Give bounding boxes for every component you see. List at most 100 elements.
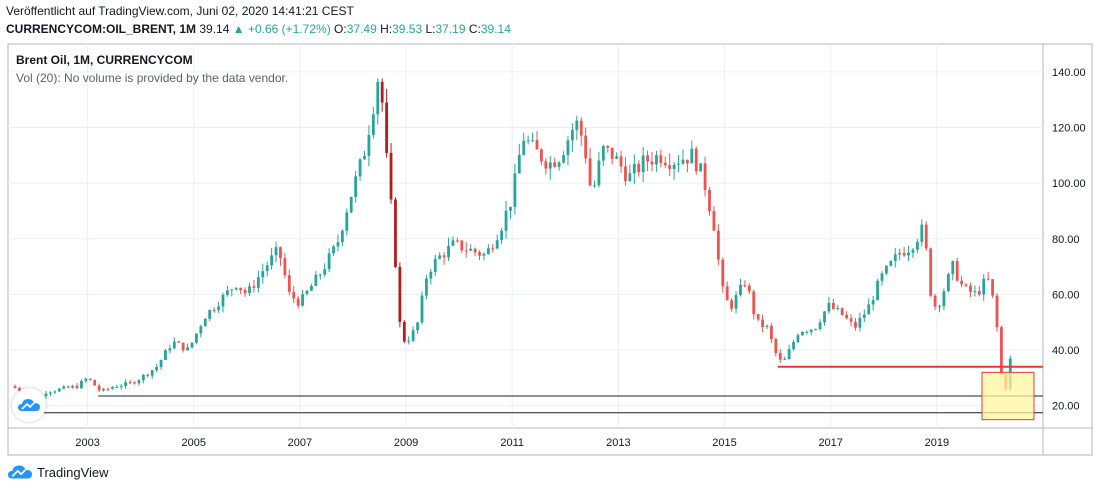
candle-body (438, 255, 442, 259)
candle-body (969, 285, 972, 292)
candle-body (637, 163, 641, 173)
open-value: 37.49 (346, 22, 377, 36)
x-tick-label: 2011 (500, 437, 524, 449)
candle-body (345, 212, 349, 231)
candle-body (137, 380, 141, 384)
candle-body (725, 286, 729, 301)
candle-body (685, 159, 689, 164)
candle-body (482, 253, 486, 256)
candle-body (380, 81, 384, 103)
candle-body (239, 287, 243, 290)
candle-body (699, 163, 703, 172)
y-tick-label: 20.00 (1052, 401, 1080, 413)
candle-body (902, 253, 906, 256)
candle-body (885, 265, 888, 274)
candle-body (761, 319, 764, 328)
tradingview-logo-icon (8, 465, 32, 479)
candle-body (186, 347, 189, 351)
x-tick-label: 2019 (925, 437, 949, 449)
y-tick-label: 40.00 (1052, 345, 1080, 357)
candle-body (513, 173, 517, 207)
candle-body (770, 325, 773, 340)
candle-body (703, 163, 707, 190)
candle-body (778, 352, 782, 360)
candle-body (606, 145, 610, 148)
candle-body (646, 155, 649, 162)
candle-body (318, 274, 322, 276)
candle-body (411, 330, 415, 341)
candle-body (221, 294, 225, 307)
candle-body (632, 163, 636, 174)
candle-body (199, 326, 203, 334)
candle-body (708, 189, 711, 212)
candle-body (310, 285, 313, 291)
x-tick-label: 2005 (182, 437, 206, 449)
close-label: C: (468, 22, 481, 36)
candle-body (44, 393, 48, 397)
candle-body (203, 318, 207, 327)
candle-body (486, 248, 490, 254)
x-tick-label: 2009 (394, 437, 418, 449)
candle-body (407, 340, 411, 342)
candle-body (977, 291, 981, 295)
x-tick-label: 2007 (288, 437, 312, 449)
close-value: 39.14 (480, 22, 511, 36)
candle-body (177, 341, 181, 343)
candle-body (93, 379, 97, 386)
x-tick-label: 2015 (712, 437, 736, 449)
candle-body (155, 367, 159, 371)
candle-body (71, 385, 74, 388)
candle-body (500, 230, 504, 241)
legend-series-name: Brent Oil, 1M, CURRENCYCOM (16, 53, 193, 67)
candle-body (332, 246, 335, 254)
candle-body (66, 386, 70, 388)
candle-body (460, 240, 464, 251)
candle-body (854, 321, 857, 328)
candle-body (593, 185, 596, 187)
candle-body (575, 120, 579, 131)
candle-body (933, 295, 937, 307)
x-tick-label: 2017 (818, 437, 842, 449)
candle-body (478, 252, 481, 256)
candle-body (225, 290, 229, 295)
candle-body (261, 271, 265, 278)
candle-body (787, 349, 791, 360)
candle-body (796, 335, 800, 342)
candle-body (752, 291, 756, 315)
candle-body (619, 156, 623, 167)
candle-body (531, 140, 534, 142)
candle-body (597, 160, 601, 186)
high-value: 39.53 (392, 22, 423, 36)
candle-body (455, 240, 459, 242)
candle-body (814, 328, 818, 330)
candle-body (62, 386, 66, 389)
y-tick-label: 120.00 (1052, 122, 1086, 134)
candle-body (690, 148, 694, 164)
candle-body (119, 386, 123, 388)
tradingview-badge[interactable] (12, 388, 46, 422)
candle-body (473, 248, 477, 253)
candle-body (730, 300, 734, 309)
symbol-label: CURRENCYCOM:OIL_BRENT, 1M (6, 22, 197, 36)
candle-body (451, 240, 455, 246)
candle-body (871, 300, 875, 305)
candle-body (991, 279, 994, 296)
candle-body (124, 382, 128, 387)
candle-body (650, 161, 654, 165)
candle-body (265, 265, 269, 272)
candle-body (323, 269, 327, 275)
candle-body (146, 374, 150, 376)
candle-body (615, 156, 619, 159)
candle-body (106, 388, 110, 390)
candle-body (305, 290, 309, 295)
candle-body (845, 314, 849, 319)
candle-body (809, 329, 813, 332)
footer-brand: TradingView (37, 464, 109, 480)
y-tick-label: 100.00 (1052, 178, 1086, 190)
candle-body (491, 248, 495, 250)
candle-body (716, 230, 720, 260)
candle-body (862, 314, 866, 318)
high-label: H: (380, 22, 393, 36)
candle-body (951, 261, 955, 275)
